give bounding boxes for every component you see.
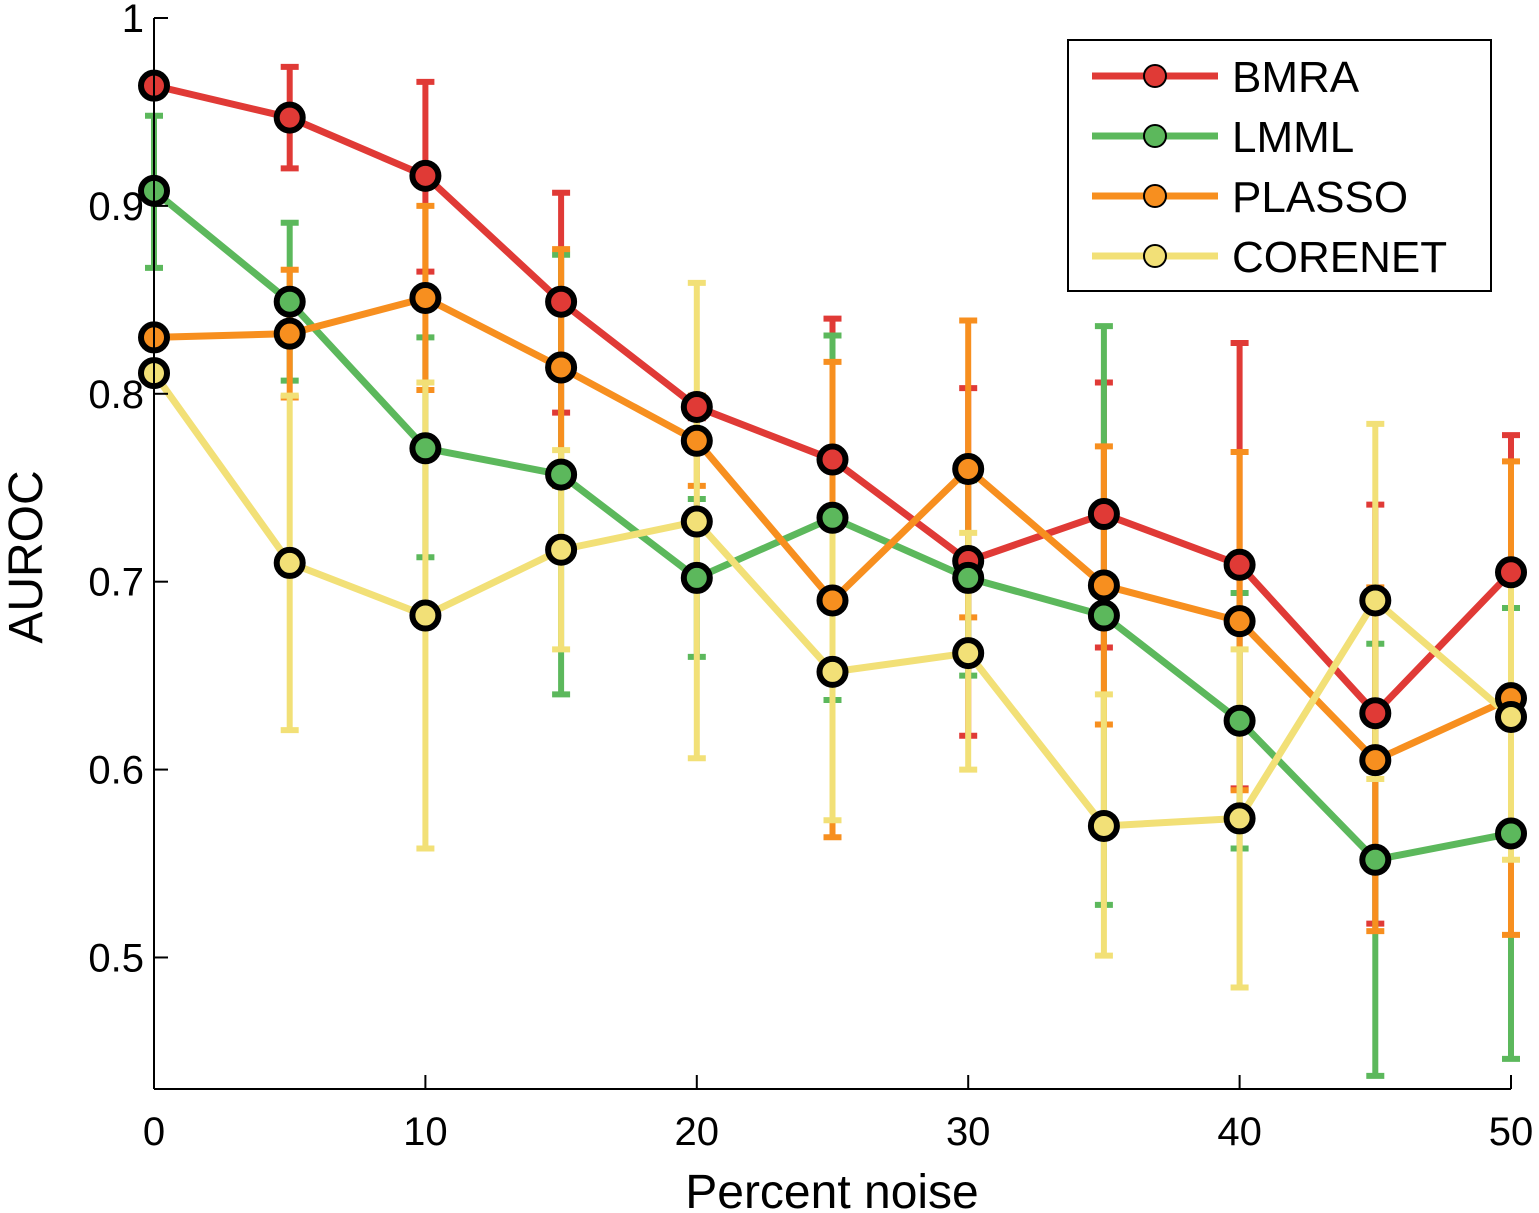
data-point <box>680 505 713 538</box>
axes <box>153 18 1511 1090</box>
x-tick-label: 30 <box>946 1110 991 1154</box>
data-point <box>545 285 578 318</box>
data-point <box>1359 744 1392 777</box>
data-point <box>1223 802 1256 835</box>
data-point <box>1087 498 1120 531</box>
data-point <box>680 390 713 423</box>
series-corenet-errorbars <box>280 279 1520 991</box>
data-point <box>816 655 849 688</box>
data-point <box>409 432 442 465</box>
x-tick-label: 50 <box>1489 1110 1534 1154</box>
data-point <box>680 561 713 594</box>
x-axis-label: Percent noise <box>685 1166 979 1213</box>
data-point <box>409 599 442 632</box>
data-point <box>273 546 306 579</box>
x-tick-label: 0 <box>143 1110 165 1154</box>
x-tick-label: 20 <box>675 1110 720 1154</box>
data-point <box>816 501 849 534</box>
data-point <box>273 285 306 318</box>
data-point <box>952 561 985 594</box>
data-point <box>1223 704 1256 737</box>
legend-label-plasso: PLASSO <box>1232 173 1408 222</box>
data-point <box>1087 809 1120 842</box>
y-tick-label: 0.5 <box>88 936 144 980</box>
x-tick-label: 40 <box>1217 1110 1262 1154</box>
data-point <box>1359 584 1392 617</box>
legend-marker-corenet <box>1143 244 1167 268</box>
y-tick-label: 0.9 <box>88 185 144 229</box>
data-point <box>273 101 306 134</box>
legend-marker-bmra <box>1143 64 1167 88</box>
data-point <box>1359 697 1392 730</box>
legend-box <box>1067 39 1492 292</box>
legend-label-bmra: BMRA <box>1232 53 1360 102</box>
data-point <box>1223 548 1256 581</box>
x-ticks: 0 10 20 30 40 50 <box>143 1075 1533 1154</box>
y-axis-label: AUROC <box>0 470 53 643</box>
legend-marker-lmml <box>1143 124 1167 148</box>
data-point <box>409 159 442 192</box>
plot-area <box>138 63 1527 1079</box>
legend-label-lmml: LMML <box>1232 113 1354 162</box>
data-point <box>1223 605 1256 638</box>
data-point <box>545 351 578 384</box>
data-point <box>1087 599 1120 632</box>
y-tick-label: 0.7 <box>88 561 144 605</box>
data-point <box>1495 700 1527 733</box>
data-point <box>816 443 849 476</box>
series-corenet-markers <box>138 357 1527 842</box>
legend: BMRA LMML PLASSO CORENET <box>1067 39 1492 292</box>
data-point <box>545 533 578 566</box>
data-point <box>680 424 713 457</box>
data-point <box>952 452 985 485</box>
data-point <box>952 637 985 670</box>
y-tick-label: 0.6 <box>88 749 144 793</box>
data-point <box>1495 817 1527 850</box>
legend-label-corenet: CORENET <box>1232 233 1447 282</box>
legend-marker-plasso <box>1143 184 1167 208</box>
series-lmml-markers <box>138 174 1527 876</box>
data-point <box>409 281 442 314</box>
data-point <box>545 458 578 491</box>
data-point <box>273 317 306 350</box>
x-tick-label: 10 <box>403 1110 448 1154</box>
data-point <box>1495 556 1527 589</box>
y-ticks: 0.5 0.6 0.7 0.8 0.9 1 <box>88 0 168 980</box>
y-tick-label: 0.8 <box>88 373 144 417</box>
data-point <box>1087 569 1120 602</box>
y-tick-label: 1 <box>122 0 144 41</box>
data-point <box>816 584 849 617</box>
data-point <box>1359 843 1392 876</box>
